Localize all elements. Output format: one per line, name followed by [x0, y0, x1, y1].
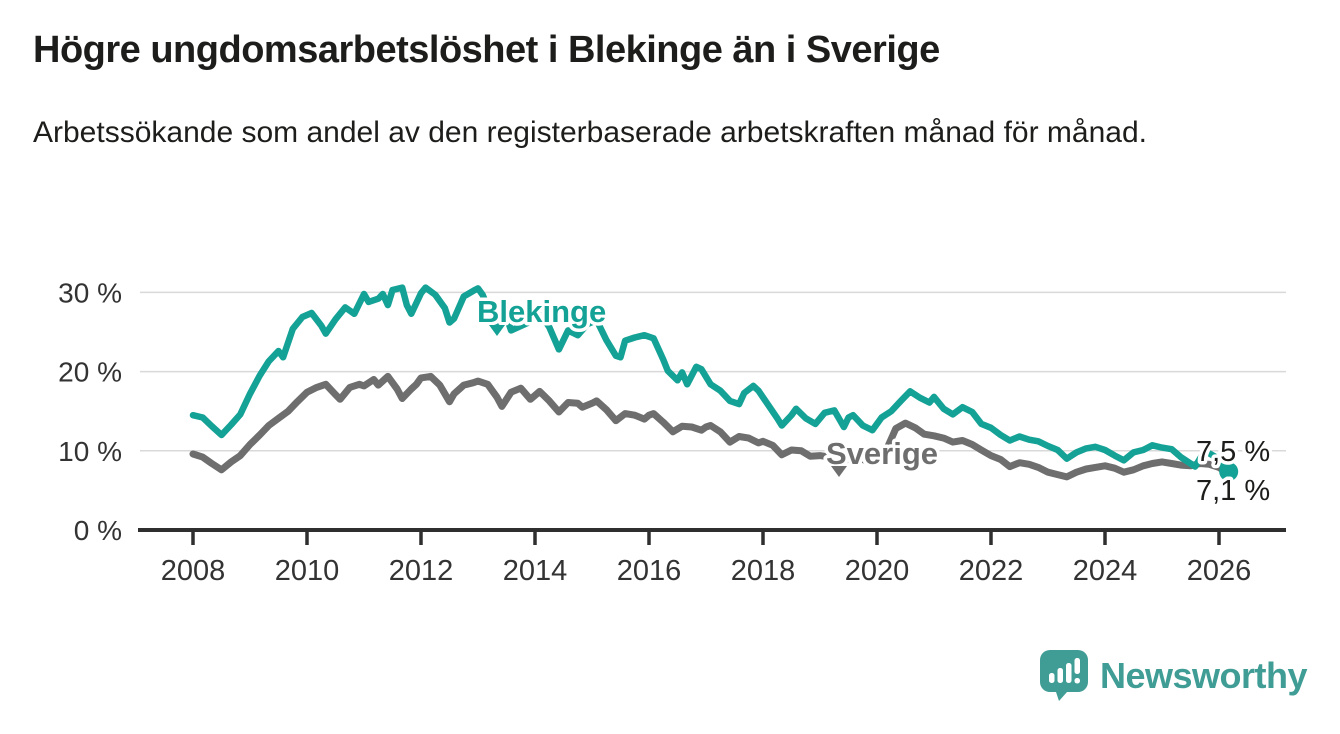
x-tick-label-2024: 2024 [1073, 555, 1138, 587]
blekinge-end-value-label: 7,5 % [1196, 436, 1270, 468]
x-tick-label-2016: 2016 [617, 555, 682, 587]
sverige-series-label: Sverige [826, 436, 938, 471]
y-tick-label-30: 30 % [58, 277, 122, 308]
newsworthy-wordmark: Newsworthy [1099, 655, 1308, 696]
sverige-line [189, 372, 1233, 481]
blekinge-label-arrow-icon [489, 325, 505, 336]
x-tick-label-2020: 2020 [845, 555, 910, 587]
x-tick-label-2026: 2026 [1187, 555, 1252, 587]
x-tick-label-2018: 2018 [731, 555, 796, 587]
x-tick-label-2008: 2008 [161, 555, 226, 587]
x-tick-label-2010: 2010 [275, 555, 340, 587]
x-tick-label-2014: 2014 [503, 555, 568, 587]
x-tick-label-2012: 2012 [389, 555, 454, 587]
chart-subtitle: Arbetssökande som andel av den registerb… [33, 115, 1147, 149]
x-tick-label-2022: 2022 [959, 555, 1024, 587]
blekinge-line [189, 284, 1232, 474]
y-tick-label-10: 10 % [58, 436, 122, 467]
blekinge-series-label: Blekinge [477, 294, 606, 329]
newsworthy-logo: Newsworthy [1039, 650, 1308, 702]
chart-title: Högre ungdomsarbetslöshet i Blekinge än … [33, 29, 940, 71]
y-tick-label-0: 0 % [74, 515, 122, 546]
chart-header: Högre ungdomsarbetslöshet i Blekinge än … [33, 28, 1303, 154]
blekinge-end-dot [1219, 462, 1239, 482]
y-tick-label-20: 20 % [58, 357, 122, 388]
sverige-end-value-label: 7,1 % [1196, 475, 1270, 507]
newsworthy-bubble-icon [1039, 650, 1088, 701]
sverige-label-arrow-icon [831, 466, 847, 477]
